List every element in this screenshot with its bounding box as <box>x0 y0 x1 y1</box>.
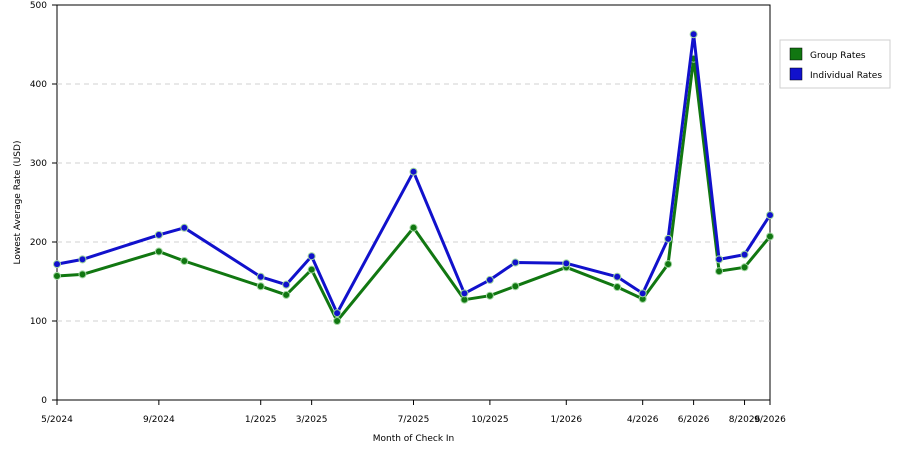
data-point <box>282 280 291 289</box>
data-point <box>53 260 61 269</box>
series-line <box>56 32 772 315</box>
data-point <box>154 247 163 256</box>
data-point <box>333 317 342 325</box>
data-point <box>613 272 622 281</box>
legend-label: Individual Rates <box>810 71 882 81</box>
x-tick-label: 1/2026 <box>550 415 582 425</box>
data-point <box>180 223 189 232</box>
data-point <box>154 230 163 239</box>
y-tick-label: 300 <box>30 159 47 169</box>
data-point <box>664 260 673 269</box>
plot-area <box>56 4 771 401</box>
series-line <box>56 57 772 323</box>
x-tick-label: 6/2026 <box>678 415 710 425</box>
data-point <box>638 289 647 298</box>
data-point <box>256 272 265 281</box>
data-point <box>562 259 571 268</box>
data-point <box>511 258 520 267</box>
data-point <box>460 289 469 298</box>
data-point <box>485 291 494 300</box>
data-point <box>78 270 87 279</box>
x-tick-label: 10/2025 <box>471 415 508 425</box>
data-point <box>409 223 418 232</box>
y-axis-title: Lowest Average Rate (USD) <box>13 141 23 265</box>
x-axis-title: Month of Check In <box>373 434 455 444</box>
x-tick-label: 7/2025 <box>398 415 430 425</box>
x-tick-label: 3/2025 <box>296 415 328 425</box>
data-point <box>333 309 342 318</box>
data-point <box>613 283 622 292</box>
y-tick-label: 100 <box>30 317 47 327</box>
data-point <box>715 255 724 264</box>
data-point <box>766 211 774 220</box>
y-tick-label: 500 <box>30 1 47 11</box>
data-point <box>256 282 265 291</box>
data-point <box>740 250 749 259</box>
data-point <box>307 252 316 261</box>
data-point <box>740 263 749 272</box>
data-point <box>78 255 87 264</box>
data-point <box>715 267 724 276</box>
legend-label: Group Rates <box>810 51 866 61</box>
x-tick-label: 9/2026 <box>754 415 786 425</box>
y-tick-label: 200 <box>30 238 47 248</box>
data-point <box>409 167 418 176</box>
data-point <box>53 271 61 280</box>
data-point <box>664 234 673 243</box>
data-point <box>689 30 698 39</box>
y-tick-label: 400 <box>30 80 47 90</box>
data-point <box>485 275 494 284</box>
x-tick-label: 8/2026 <box>729 415 761 425</box>
legend-swatch <box>789 67 803 81</box>
y-tick-label: 0 <box>41 396 47 406</box>
x-tick-label: 5/2024 <box>41 415 73 425</box>
data-point <box>766 232 774 241</box>
data-point <box>307 265 316 274</box>
x-tick-label: 1/2025 <box>245 415 277 425</box>
x-tick-label: 4/2026 <box>627 415 659 425</box>
data-point <box>511 282 520 291</box>
x-tick-label: 9/2024 <box>143 415 175 425</box>
data-point <box>180 256 189 265</box>
legend-swatch <box>789 47 803 61</box>
data-point <box>282 290 291 299</box>
